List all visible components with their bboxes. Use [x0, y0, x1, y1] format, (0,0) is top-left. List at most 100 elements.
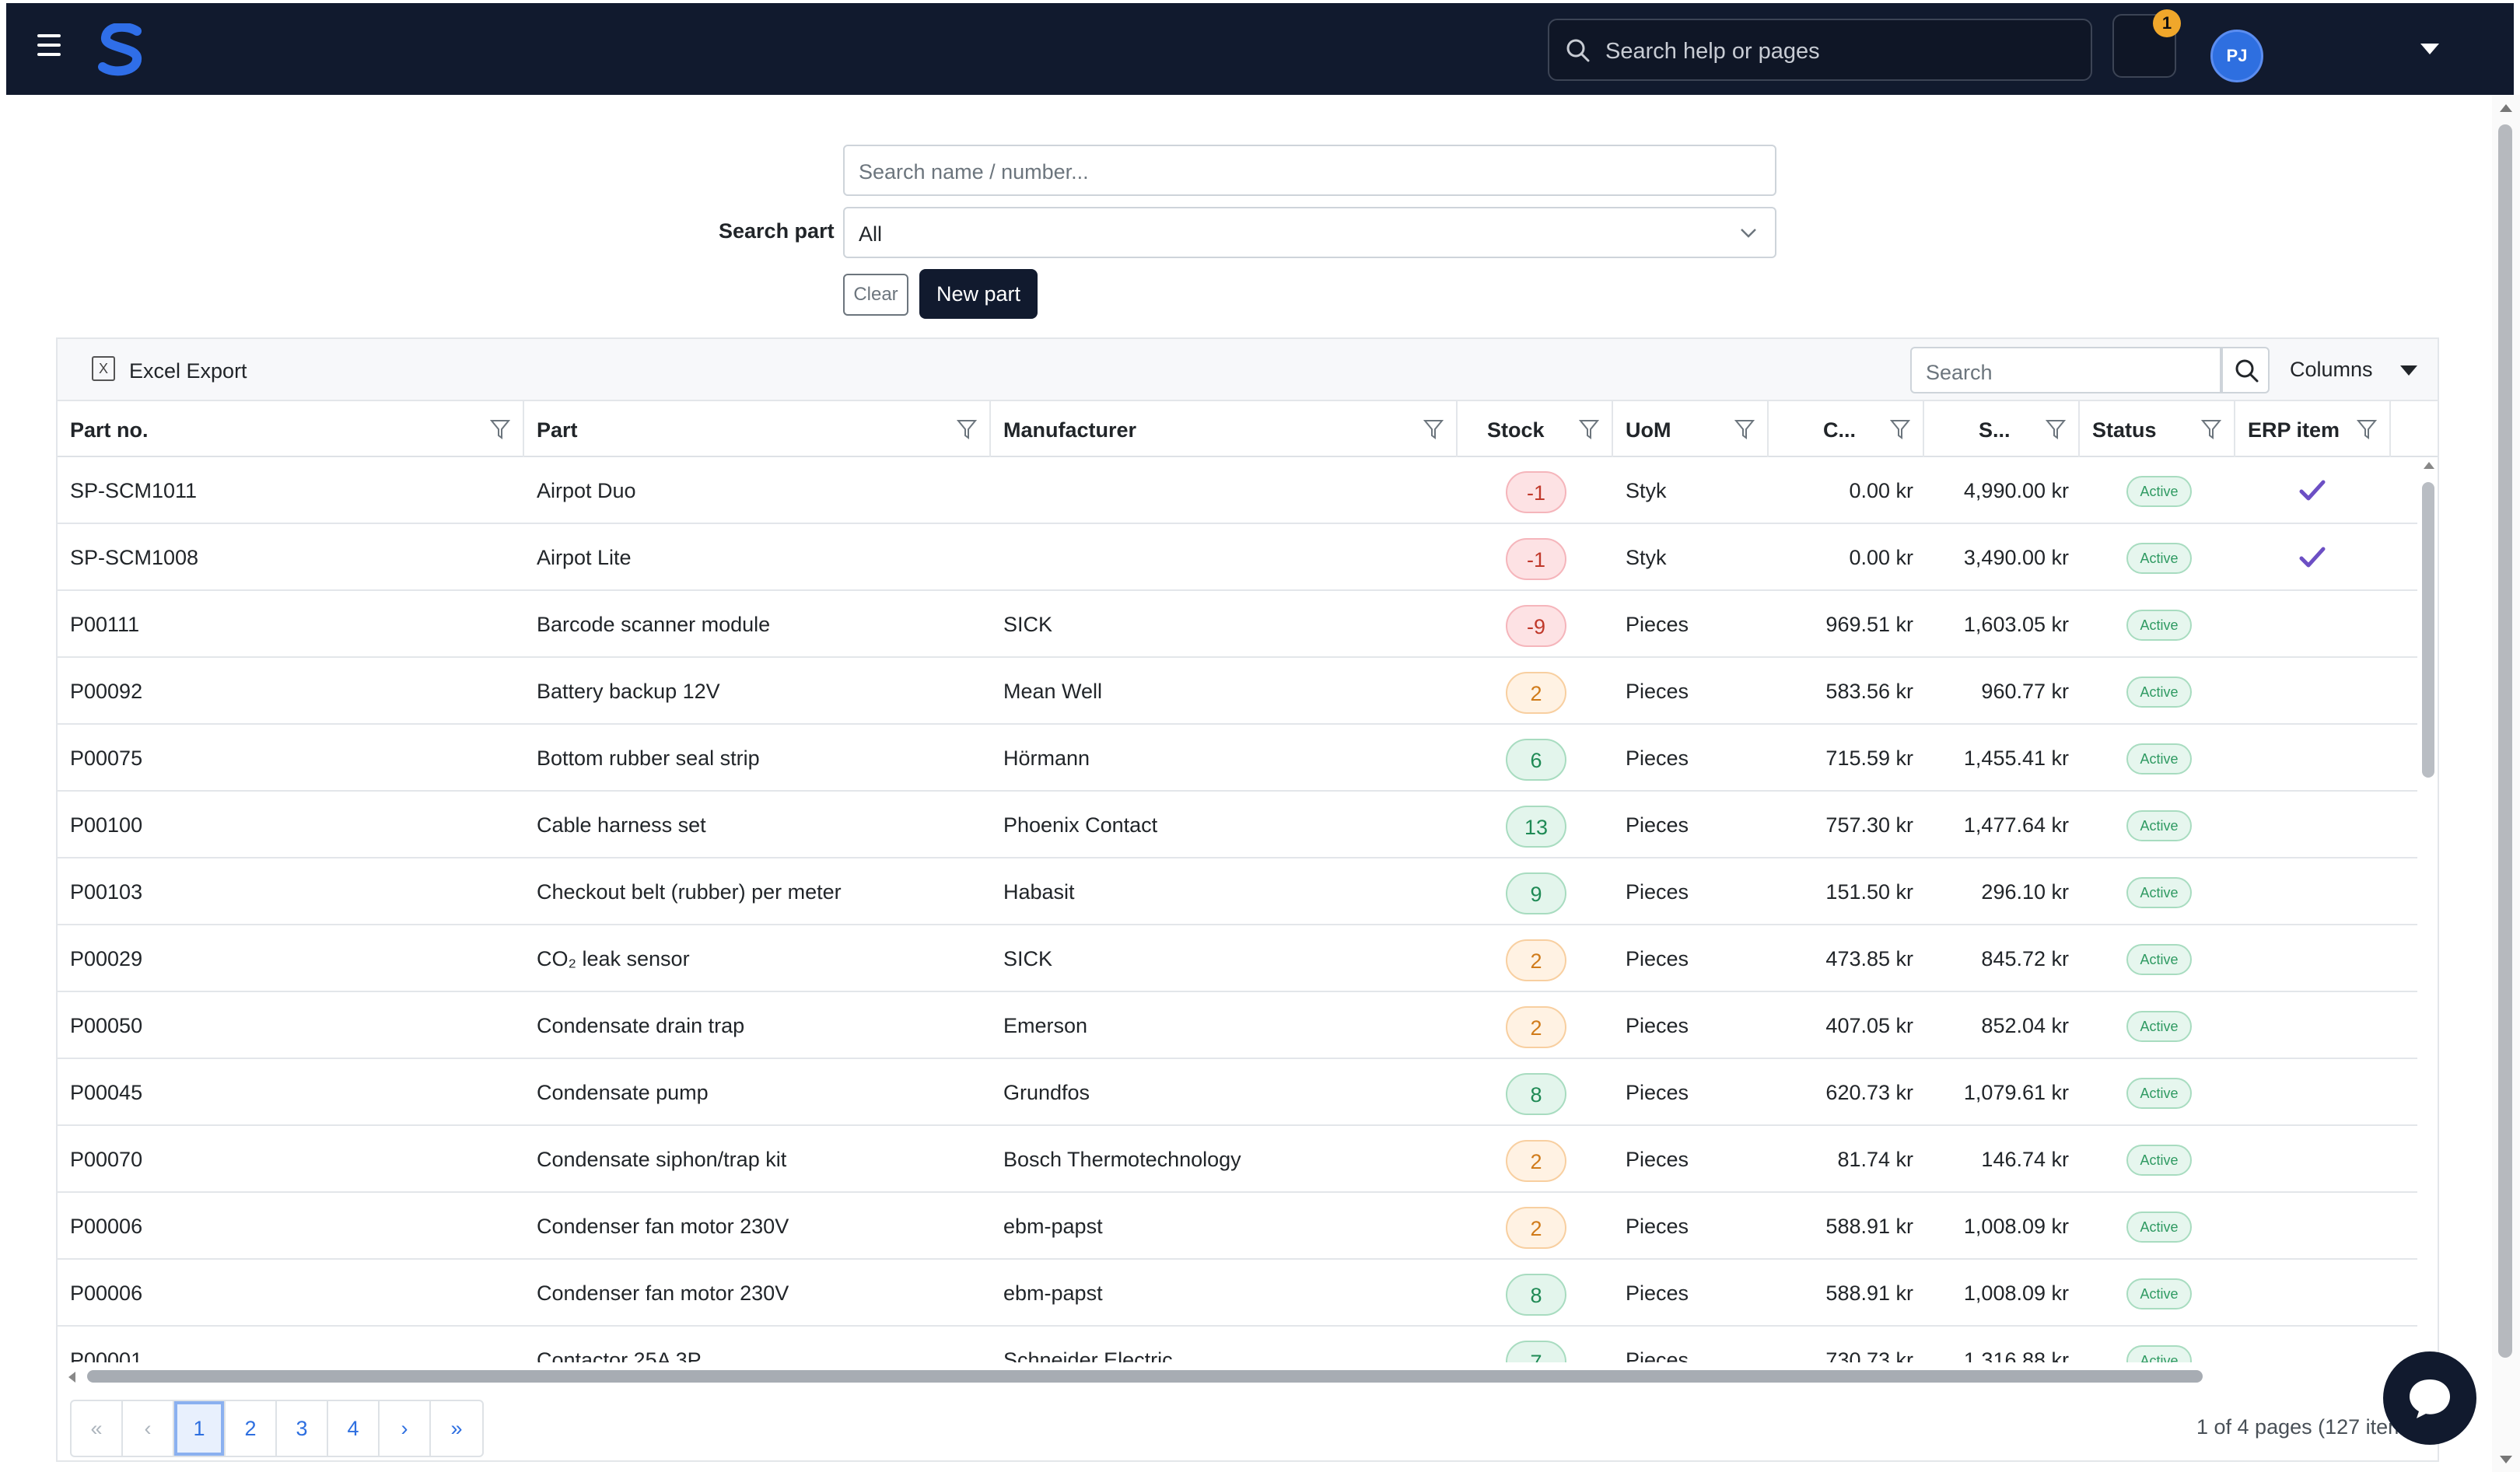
cell-part: Contactor 25A 3P	[537, 1348, 702, 1362]
filter-icon[interactable]	[1423, 418, 1444, 440]
table-row[interactable]: P00045 Condensate pump Grundfos 8 Pieces 620.…	[58, 1059, 2417, 1126]
filter-icon[interactable]	[1890, 418, 1910, 440]
hamburger-icon[interactable]	[37, 34, 75, 65]
filter-icon[interactable]	[2201, 418, 2221, 440]
cell-cost: 473.85 kr	[1825, 947, 1913, 970]
new-part-button[interactable]: New part	[919, 269, 1038, 319]
cell-uom: Pieces	[1626, 1014, 1689, 1037]
column-header-stock[interactable]: Stock	[1458, 401, 1613, 457]
notification-badge: 1	[2153, 9, 2181, 37]
page-button-3[interactable]: 3	[277, 1401, 328, 1456]
cell-uom: Pieces	[1626, 746, 1689, 770]
cell-part-no: P00029	[70, 947, 143, 970]
filter-icon[interactable]	[1579, 418, 1599, 440]
table-row[interactable]: SP-SCM1008 Airpot Lite -1 Styk 0.00 kr 3,490.…	[58, 524, 2417, 591]
search-part-value: All	[859, 222, 883, 246]
stock-badge: -9	[1506, 605, 1566, 647]
chat-button[interactable]	[2383, 1351, 2476, 1445]
column-header-erp-item[interactable]: ERP item	[2235, 401, 2391, 457]
table-row[interactable]: P00070 Condensate siphon/trap kit Bosch Th…	[58, 1126, 2417, 1193]
status-badge: Active	[2126, 1145, 2192, 1176]
column-header-part[interactable]: Part	[524, 401, 991, 457]
user-menu-caret-icon[interactable]	[2420, 44, 2439, 54]
table-row[interactable]: P00075 Bottom rubber seal strip Hörmann 6 Pi…	[58, 725, 2417, 792]
cell-cost: 588.91 kr	[1825, 1215, 1913, 1238]
excel-icon[interactable]: X	[92, 356, 115, 381]
table-row[interactable]: P00050 Condensate drain trap Emerson 2 Piece…	[58, 992, 2417, 1059]
clear-button[interactable]: Clear	[843, 274, 908, 316]
first-page-button[interactable]: «	[72, 1401, 123, 1456]
cell-part: Bottom rubber seal strip	[537, 746, 760, 770]
cell-manufacturer: Schneider Electric	[1003, 1348, 1173, 1362]
page-scroll-up-icon[interactable]	[2500, 104, 2512, 112]
next-page-button[interactable]: ›	[380, 1401, 431, 1456]
filter-icon[interactable]	[490, 418, 510, 440]
cell-cost: 0.00 kr	[1849, 479, 1913, 502]
column-header-uom[interactable]: UoM	[1613, 401, 1769, 457]
table-row[interactable]: P00092 Battery backup 12V Mean Well 2 Pieces…	[58, 658, 2417, 725]
scroll-left-arrow-icon[interactable]	[68, 1372, 75, 1383]
app-logo[interactable]	[96, 23, 146, 78]
global-search[interactable]: Search help or pages	[1548, 19, 2092, 81]
page-scroll-down-icon[interactable]	[2500, 1456, 2512, 1463]
table-row[interactable]: P00111 Barcode scanner module SICK -9 Pieces…	[58, 591, 2417, 658]
grid-search-button[interactable]	[2221, 347, 2270, 393]
status-badge: Active	[2126, 1078, 2192, 1109]
table-row[interactable]: P00029 CO₂ leak sensor SICK 2 Pieces 473.85 k…	[58, 925, 2417, 992]
cell-part-no: P00100	[70, 813, 143, 837]
table-row[interactable]: P00100 Cable harness set Phoenix Contact 13…	[58, 792, 2417, 858]
column-header-label: UoM	[1626, 418, 1671, 442]
status-badge: Active	[2126, 610, 2192, 641]
column-header-part-no[interactable]: Part no.	[58, 401, 524, 457]
columns-button[interactable]: Columns	[2290, 358, 2373, 381]
filter-icon[interactable]	[1734, 418, 1755, 440]
excel-export-button[interactable]: Excel Export	[129, 359, 247, 383]
cell-manufacturer: Grundfos	[1003, 1081, 1090, 1104]
column-header-label: Part no.	[70, 418, 149, 442]
last-page-button[interactable]: »	[450, 1417, 463, 1440]
filter-icon[interactable]	[2357, 418, 2377, 440]
grid-horizontal-scroll-thumb[interactable]	[87, 1370, 2203, 1383]
columns-caret-icon[interactable]	[2400, 365, 2417, 376]
status-badge: Active	[2126, 1011, 2192, 1042]
avatar[interactable]: PJ	[2210, 30, 2263, 82]
filter-icon[interactable]	[2046, 418, 2066, 440]
table-row[interactable]: P00001 Contactor 25A 3P Schneider Electric…	[58, 1327, 2417, 1362]
page-scroll-thumb[interactable]	[2498, 124, 2512, 1358]
page-button-2[interactable]: 2	[226, 1401, 277, 1456]
prev-page-button[interactable]: ‹	[123, 1401, 174, 1456]
scroll-up-arrow-icon[interactable]	[2424, 462, 2434, 469]
cell-uom: Pieces	[1626, 1148, 1689, 1171]
cell-manufacturer: Bosch Thermotechnology	[1003, 1148, 1241, 1171]
column-header-cost[interactable]: C...	[1769, 401, 1924, 457]
table-row[interactable]: P00103 Checkout belt (rubber) per meter Ha…	[58, 858, 2417, 925]
grid-header: Part no. Part Manufacturer Stock UoM C..…	[58, 401, 2438, 457]
column-header-status[interactable]: Status	[2080, 401, 2235, 457]
cell-uom: Pieces	[1626, 813, 1689, 837]
grid-toolbar: X Excel Export Search Columns	[58, 339, 2438, 401]
global-search-placeholder: Search help or pages	[1605, 39, 1820, 64]
chevron-down-icon	[1741, 229, 1756, 238]
column-header-manufacturer[interactable]: Manufacturer	[991, 401, 1458, 457]
part-search-input[interactable]: Search name / number...	[843, 145, 1776, 196]
grid-vertical-scroll-thumb[interactable]	[2422, 482, 2434, 778]
pagination: « ‹ 1 2 3 4 › »	[70, 1400, 484, 1457]
cell-sales: 3,490.00 kr	[1963, 546, 2069, 569]
cell-sales: 146.74 kr	[1981, 1148, 2069, 1171]
chat-icon	[2410, 1379, 2450, 1418]
table-row[interactable]: P00006 Condenser fan motor 230V ebm-papst 8…	[58, 1260, 2417, 1327]
grid-search-input[interactable]: Search	[1910, 347, 2221, 393]
search-part-select[interactable]: All	[843, 207, 1776, 258]
filter-icon[interactable]	[957, 418, 977, 440]
status-badge: Active	[2126, 543, 2192, 574]
status-badge: Active	[2126, 877, 2192, 908]
status-badge: Active	[2126, 476, 2192, 507]
cell-part: Condenser fan motor 230V	[537, 1215, 789, 1238]
column-header-sales[interactable]: S...	[1924, 401, 2080, 457]
table-row[interactable]: P00006 Condenser fan motor 230V ebm-papst 2…	[58, 1193, 2417, 1260]
page-button-4[interactable]: 4	[328, 1401, 380, 1456]
stock-badge: 2	[1506, 1207, 1566, 1249]
table-row[interactable]: SP-SCM1011 Airpot Duo -1 Styk 0.00 kr 4,990.0…	[58, 457, 2417, 524]
cell-cost: 588.91 kr	[1825, 1281, 1913, 1305]
page-button-1[interactable]: 1	[174, 1401, 226, 1456]
